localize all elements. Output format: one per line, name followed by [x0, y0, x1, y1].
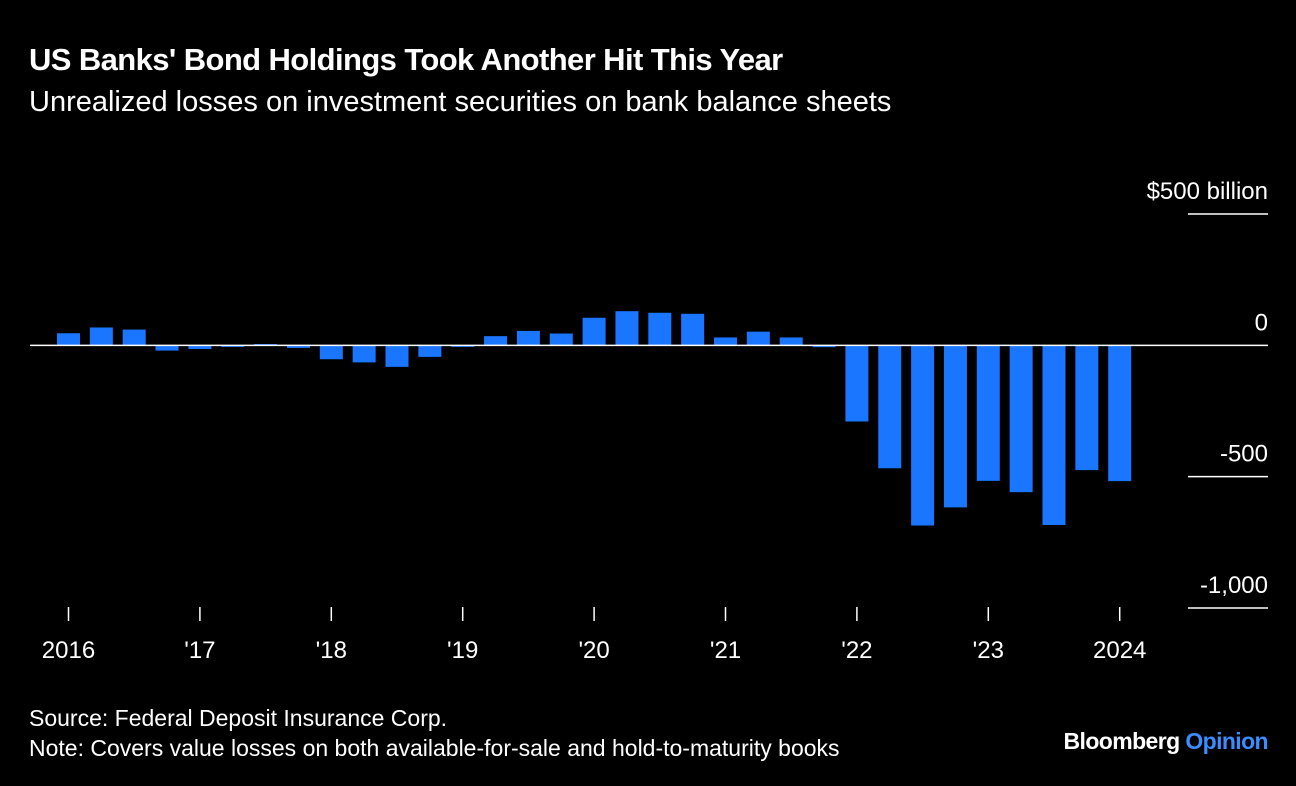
x-tick-label: '23: [973, 637, 1004, 664]
bar: [286, 345, 310, 348]
x-tick-label: '18: [316, 637, 347, 664]
bar: [878, 345, 902, 469]
bar: [418, 345, 442, 357]
bar: [221, 345, 245, 347]
footer: Source: Federal Deposit Insurance Corp. …: [29, 703, 840, 763]
bar: [746, 331, 770, 346]
chart-subtitle: Unrealized losses on investment securiti…: [29, 86, 892, 118]
bar: [943, 345, 967, 508]
x-tick-label: '17: [184, 637, 215, 664]
bar: [352, 345, 376, 363]
bar: [615, 311, 639, 346]
bar: [122, 329, 146, 346]
y-tick-label: $500 billion: [1147, 178, 1268, 205]
x-tick-label: '22: [841, 637, 872, 664]
x-tick-label: '21: [710, 637, 741, 664]
bar: [1075, 345, 1099, 471]
bar: [549, 333, 573, 346]
bar: [319, 345, 343, 360]
bar: [681, 313, 705, 346]
x-tick-label: 2024: [1093, 637, 1146, 664]
bar: [89, 327, 113, 346]
bar: [648, 312, 672, 346]
bar: [911, 345, 935, 526]
bar: [188, 345, 212, 350]
bar: [516, 330, 540, 346]
brand-name: Bloomberg: [1063, 728, 1181, 754]
chart-title: US Banks' Bond Holdings Took Another Hit…: [29, 42, 783, 77]
bar: [451, 345, 475, 347]
brand-logo: Bloomberg Opinion: [1063, 728, 1269, 755]
methodology-note: Note: Covers value losses on both availa…: [29, 735, 840, 761]
y-tick-label: -500: [1220, 441, 1268, 468]
source-note: Source: Federal Deposit Insurance Corp.: [29, 705, 448, 731]
bar-chart: $500 billion 0 -500 -1,000 2016 '17 '18 '19 '20 '…: [30, 178, 1268, 664]
bar: [812, 345, 836, 348]
y-tick-label: -1,000: [1200, 572, 1268, 599]
x-tick-label: '19: [447, 637, 478, 664]
bar: [57, 333, 80, 346]
bar: [484, 336, 508, 346]
bar: [976, 345, 1000, 481]
bar: [1042, 345, 1066, 525]
x-tick-label: 2016: [42, 637, 95, 664]
bar: [845, 345, 869, 422]
x-tick-label: '20: [578, 637, 609, 664]
bar: [385, 345, 409, 367]
bar: [714, 337, 737, 346]
bar: [155, 345, 179, 351]
bar: [1108, 345, 1132, 482]
brand-product: Opinion: [1185, 728, 1268, 754]
bar: [582, 317, 606, 346]
y-tick-label: 0: [1255, 309, 1268, 336]
bar: [1009, 345, 1033, 493]
bar: [779, 337, 803, 346]
